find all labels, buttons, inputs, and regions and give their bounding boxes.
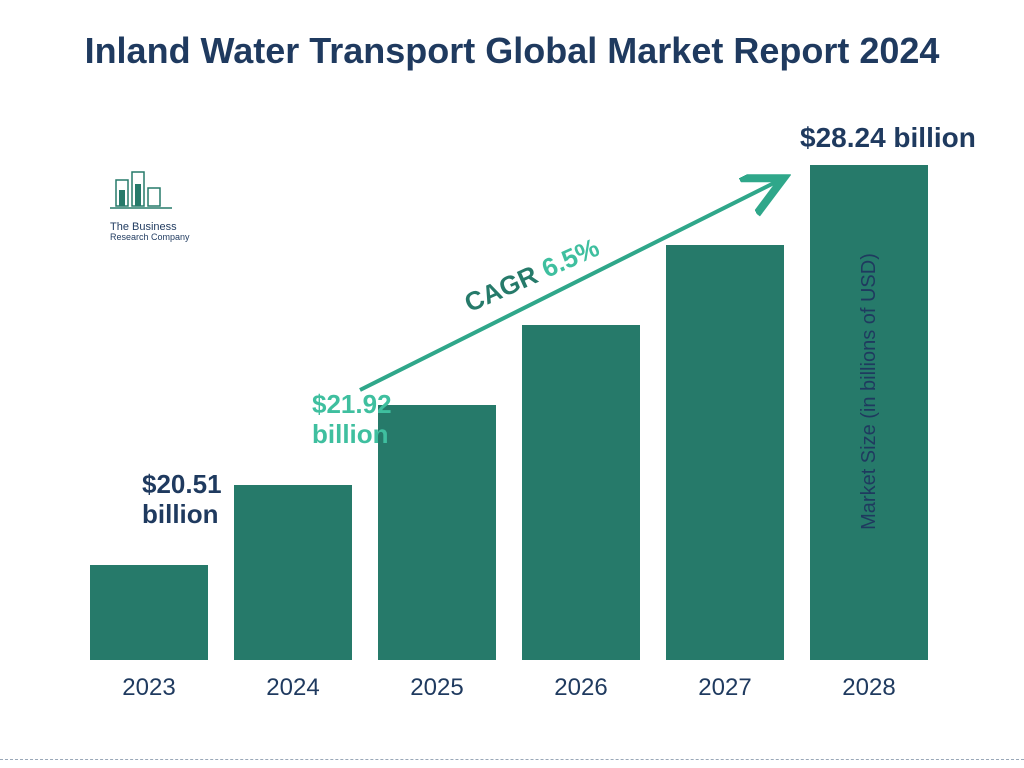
xlabel-2026: 2026 — [521, 674, 641, 702]
xlabel-2025: 2025 — [377, 674, 497, 702]
chart-area: $20.51 billion $21.92 billion $28.24 bil… — [80, 140, 960, 720]
xlabel-2023: 2023 — [89, 674, 209, 702]
chart-title: Inland Water Transport Global Market Rep… — [0, 0, 1024, 83]
xlabel-2027: 2027 — [665, 674, 785, 702]
cagr-arrow — [80, 140, 960, 720]
y-axis-label: Market Size (in billions of USD) — [858, 253, 881, 530]
bottom-divider — [0, 759, 1024, 760]
xlabel-2028: 2028 — [809, 674, 929, 702]
xlabel-2024: 2024 — [233, 674, 353, 702]
